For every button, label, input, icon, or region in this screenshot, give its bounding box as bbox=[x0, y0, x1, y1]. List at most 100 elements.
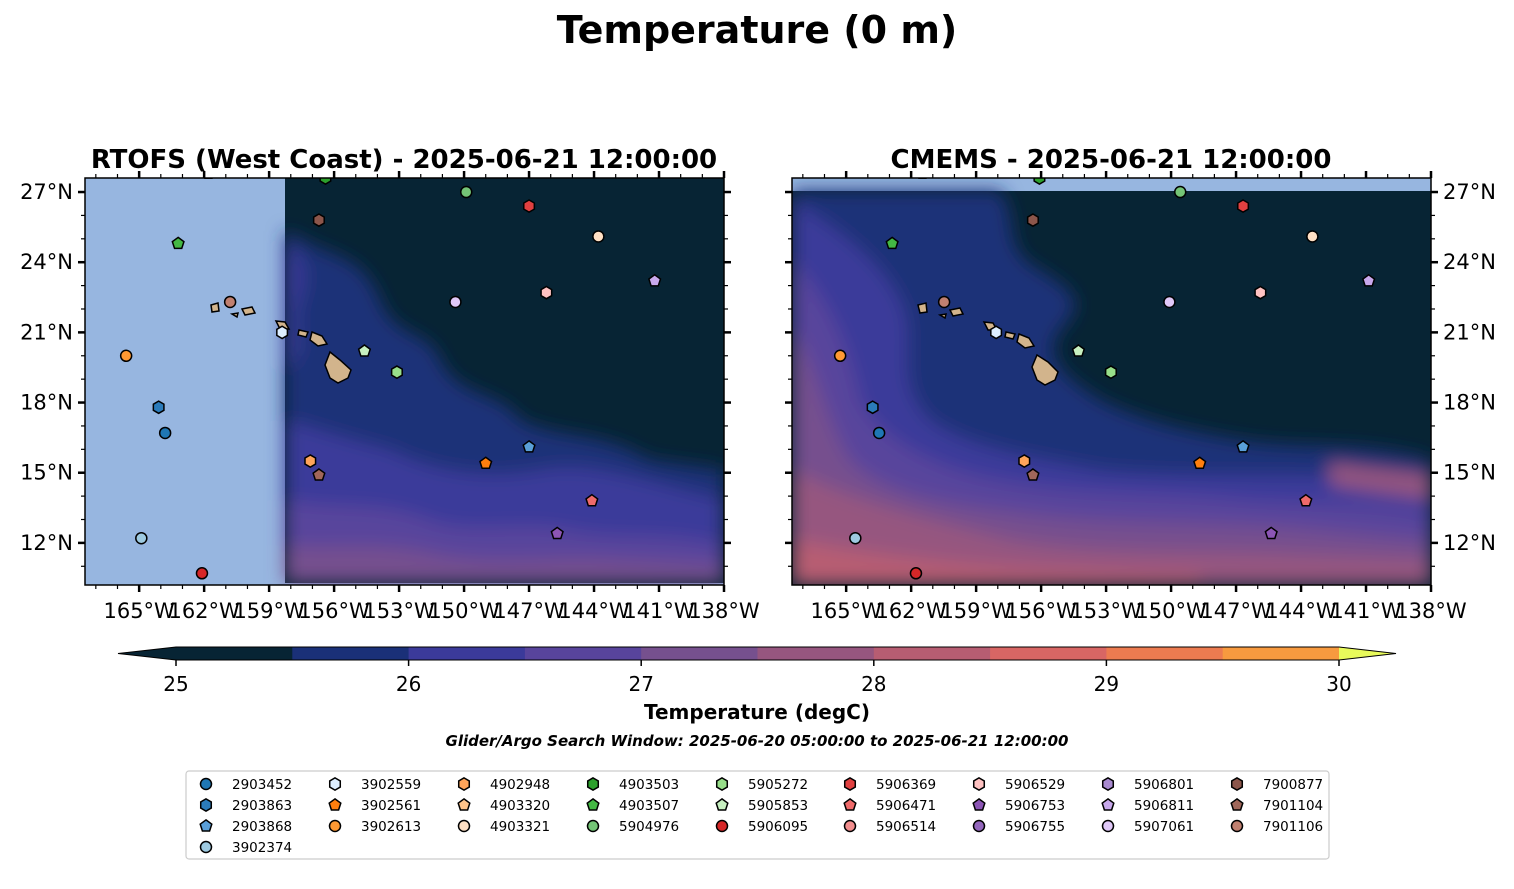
colorbar-segment bbox=[524, 647, 642, 660]
float-marker-3902374 bbox=[849, 531, 862, 545]
float-marker-7901104 bbox=[1026, 468, 1040, 481]
legend-item: 7901104 bbox=[1230, 797, 1323, 814]
y-tick-label: 12°N bbox=[1443, 531, 1496, 555]
float-marker-4903507 bbox=[171, 236, 185, 250]
float-marker-3902559 bbox=[990, 325, 1003, 340]
island bbox=[274, 320, 291, 330]
legend-item: 5906811 bbox=[1101, 797, 1194, 814]
legend-item: 7901106 bbox=[1230, 819, 1323, 835]
float-marker-4903503 bbox=[319, 178, 332, 185]
float-marker-2903868 bbox=[522, 439, 536, 453]
legend-marker bbox=[328, 797, 342, 811]
x-tick-label: 159°W bbox=[233, 599, 305, 623]
colorbar-label: Temperature (degC) bbox=[644, 700, 870, 724]
legend-item: 3902561 bbox=[328, 797, 421, 814]
x-tick-label: 141°W bbox=[623, 599, 695, 623]
legend-item: 5904976 bbox=[586, 819, 679, 835]
float-marker-5905853 bbox=[357, 344, 372, 357]
panel-cmems: CMEMS - 2025-06-21 12:00:00 bbox=[785, 145, 1496, 623]
x-tick-label: 144°W bbox=[558, 599, 630, 623]
axis-ticks-right: 165°W162°W159°W156°W153°W150°W147°W144°W… bbox=[785, 171, 1496, 623]
legend-label: 7901106 bbox=[1263, 819, 1323, 835]
legend-label: 5905853 bbox=[748, 798, 808, 814]
float-marker-3902374 bbox=[135, 531, 148, 545]
x-tick-label: 156°W bbox=[1005, 599, 1077, 623]
island bbox=[917, 302, 928, 314]
island bbox=[1031, 353, 1059, 386]
colorbar-ticks: 25 26 27 28 29 30 bbox=[163, 660, 1352, 696]
float-marker-7900877 bbox=[1026, 213, 1039, 228]
float-marker-7901106 bbox=[223, 295, 237, 309]
legend-label: 5906811 bbox=[1134, 798, 1194, 814]
legend-frame bbox=[185, 770, 1330, 860]
float-marker-3902559 bbox=[276, 325, 289, 340]
x-tick-label: 165°W bbox=[103, 599, 175, 623]
legend-marker bbox=[199, 818, 213, 832]
legend-label: 2903452 bbox=[232, 777, 292, 793]
colorbar-segment bbox=[873, 647, 991, 660]
axis-ticks-left: 165°W162°W159°W156°W153°W150°W147°W144°W… bbox=[20, 171, 760, 623]
floats-right bbox=[833, 178, 1376, 580]
legend-item: 5906471 bbox=[843, 797, 936, 814]
legend-item: 4902948 bbox=[457, 777, 550, 793]
legend-item: 5906801 bbox=[1101, 777, 1194, 793]
y-tick-label: 21°N bbox=[1443, 320, 1496, 344]
legend-marker bbox=[328, 777, 342, 791]
legend-marker bbox=[457, 777, 471, 791]
x-tick-label: 153°W bbox=[363, 599, 435, 623]
island bbox=[937, 313, 948, 320]
float-marker-4903321 bbox=[1306, 230, 1319, 243]
float-marker-4903503 bbox=[1033, 178, 1046, 185]
y-tick-label: 15°N bbox=[20, 461, 73, 485]
map-frame bbox=[791, 177, 1432, 586]
legend-marker bbox=[1101, 819, 1115, 833]
island bbox=[1004, 331, 1017, 340]
panel-title: CMEMS - 2025-06-21 12:00:00 bbox=[891, 145, 1332, 175]
y-tick-label: 27°N bbox=[20, 180, 73, 204]
map-frame bbox=[84, 177, 725, 586]
legend-item: 5906529 bbox=[972, 777, 1065, 793]
legend-marker bbox=[457, 797, 471, 811]
legend-item: 5905853 bbox=[715, 797, 808, 814]
island bbox=[229, 312, 240, 319]
legend-item: 4903321 bbox=[457, 819, 550, 835]
legend-label: 5906095 bbox=[748, 819, 808, 835]
legend-item: 4903503 bbox=[586, 777, 679, 793]
legend-marker bbox=[1230, 797, 1244, 811]
float-marker-3902561 bbox=[1193, 456, 1207, 470]
x-tick-label: 162°W bbox=[168, 599, 240, 623]
panel-title: RTOFS (West Coast) - 2025-06-21 12:00:00 bbox=[91, 145, 717, 175]
colorbar-segment bbox=[176, 647, 293, 660]
legend-label: 4902948 bbox=[490, 777, 550, 793]
x-tick-label: 153°W bbox=[1070, 599, 1142, 623]
legend-label: 4903507 bbox=[619, 798, 679, 814]
legend-marker bbox=[715, 819, 729, 833]
y-tick-label: 27°N bbox=[1443, 180, 1496, 204]
y-tick-label: 12°N bbox=[20, 531, 73, 555]
legend-label: 3902374 bbox=[232, 840, 292, 856]
float-marker-5904976 bbox=[459, 185, 473, 199]
colorbar-segment bbox=[292, 647, 410, 660]
float-marker-3902613 bbox=[833, 349, 847, 363]
float-marker-2903863 bbox=[866, 400, 879, 415]
x-tick-label: 141°W bbox=[1330, 599, 1402, 623]
legend-label: 7900877 bbox=[1263, 777, 1323, 793]
legend-marker bbox=[199, 777, 213, 791]
legend-marker bbox=[843, 819, 857, 833]
float-marker-5905272 bbox=[390, 365, 403, 380]
legend-marker bbox=[843, 777, 857, 791]
x-tick-label: 138°W bbox=[1395, 599, 1467, 623]
x-tick-label: 165°W bbox=[810, 599, 882, 623]
float-marker-5906529 bbox=[540, 285, 553, 300]
float-marker-5906369 bbox=[523, 199, 536, 214]
float-marker-2903863 bbox=[152, 400, 165, 415]
colorbar-tick-label: 26 bbox=[396, 672, 421, 696]
legend-label: 4903503 bbox=[619, 777, 679, 793]
legend-item: 3902374 bbox=[199, 840, 292, 856]
island-group bbox=[210, 302, 352, 384]
float-marker-5906811 bbox=[1361, 273, 1376, 287]
float-marker-5905272 bbox=[1104, 365, 1117, 380]
float-marker-2903452 bbox=[872, 426, 886, 440]
legend-item: 5906514 bbox=[843, 819, 936, 835]
